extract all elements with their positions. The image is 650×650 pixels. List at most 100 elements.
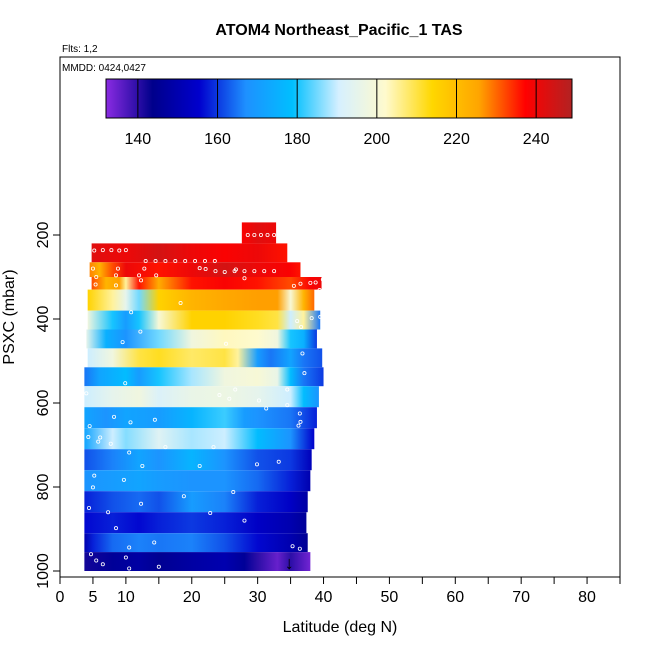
heatmap-band-7 <box>87 348 323 368</box>
data-point-20 <box>142 266 147 271</box>
heatmap-band-5 <box>87 310 321 330</box>
data-point-103 <box>156 564 161 569</box>
y-tick-label-200: 200 <box>35 222 52 249</box>
data-point-65 <box>297 411 302 416</box>
heatmap-band-1 <box>91 243 288 263</box>
data-point-81 <box>276 459 281 464</box>
data-point-78 <box>127 450 132 455</box>
heatmap-band-2 <box>89 262 301 277</box>
data-point-33 <box>93 282 98 287</box>
data-point-53 <box>224 341 229 346</box>
data-point-5 <box>143 259 148 264</box>
data-point-15 <box>258 232 263 237</box>
data-point-18 <box>90 266 95 271</box>
data-point-41 <box>308 280 313 285</box>
data-point-31 <box>114 273 119 278</box>
data-point-48 <box>309 316 314 321</box>
data-point-63 <box>285 403 290 408</box>
data-point-12 <box>212 259 217 264</box>
data-point-39 <box>291 283 296 288</box>
colorbar <box>105 78 573 119</box>
data-point-99 <box>94 558 99 563</box>
heatmap-bands <box>84 222 324 571</box>
data-point-92 <box>242 518 247 523</box>
heatmap-band-11 <box>84 428 315 450</box>
data-point-49 <box>178 301 183 306</box>
data-point-71 <box>296 423 301 428</box>
data-point-51 <box>138 329 143 334</box>
data-point-60 <box>233 387 238 392</box>
colorbar-tick-label-200: 200 <box>363 131 390 148</box>
data-point-11 <box>202 259 207 264</box>
data-point-46 <box>299 324 304 329</box>
data-point-83 <box>92 473 97 478</box>
data-point-54 <box>300 351 305 356</box>
data-point-58 <box>84 391 89 396</box>
x-axis-label: Latitude (deg N) <box>283 619 398 636</box>
data-point-73 <box>98 435 103 440</box>
x-tick-label-60: 60 <box>446 589 464 606</box>
data-point-80 <box>254 462 259 467</box>
data-point-97 <box>297 546 302 551</box>
marker-arrow: ↓ <box>285 553 294 573</box>
data-point-50 <box>129 310 134 315</box>
data-point-14 <box>252 232 257 237</box>
data-point-95 <box>127 545 132 550</box>
data-point-69 <box>152 417 157 422</box>
data-point-45 <box>295 319 300 324</box>
heatmap-band-8 <box>84 367 324 387</box>
y-tick-label-800: 800 <box>35 474 52 501</box>
data-point-102 <box>127 566 132 571</box>
data-point-93 <box>114 526 119 531</box>
colorbar-tick-label-140: 140 <box>125 131 152 148</box>
plot-frame <box>59 56 621 578</box>
heatmap-band-16 <box>84 533 308 553</box>
data-point-77 <box>211 445 216 450</box>
data-point-74 <box>96 439 101 444</box>
data-point-79 <box>140 463 145 468</box>
heatmap-band-6 <box>86 329 317 349</box>
data-point-66 <box>298 419 303 424</box>
heatmap-band-3 <box>91 277 322 290</box>
data-point-30 <box>94 274 99 279</box>
data-point-76 <box>163 445 168 450</box>
colorbar-tick-label-240: 240 <box>523 131 550 148</box>
data-point-68 <box>128 420 133 425</box>
data-point-3 <box>117 248 122 253</box>
data-point-36 <box>154 273 159 278</box>
data-point-43 <box>317 288 322 293</box>
x-tick-label-0: 0 <box>56 589 65 606</box>
data-point-38 <box>242 276 247 281</box>
data-point-47 <box>318 314 323 319</box>
data-point-90 <box>106 510 111 515</box>
data-point-56 <box>123 381 128 386</box>
heatmap-band-14 <box>84 491 308 513</box>
heatmap-band-13 <box>84 470 311 492</box>
x-tick-label-40: 40 <box>315 589 333 606</box>
data-point-98 <box>88 552 93 557</box>
data-point-2 <box>109 248 114 253</box>
x-tick-label-20: 20 <box>183 589 201 606</box>
heatmap-band-9 <box>84 386 319 408</box>
data-point-9 <box>183 259 188 264</box>
data-point-21 <box>197 266 202 271</box>
y-tick-label-1000: 1000 <box>35 553 52 589</box>
y-axis-label: PSXC (mbar) <box>1 269 18 364</box>
data-point-0 <box>92 248 97 253</box>
observation-points <box>84 232 325 571</box>
data-point-100 <box>100 562 105 567</box>
flights-annotation: Flts: 1,2 <box>62 44 98 55</box>
data-point-101 <box>123 555 128 560</box>
y-axis: 200 400 600 800 1000 <box>35 222 60 589</box>
data-point-24 <box>222 269 227 274</box>
data-point-17 <box>272 232 277 237</box>
x-axis: 0 5 10 20 30 40 50 60 70 80 <box>56 577 621 606</box>
data-point-89 <box>86 505 91 510</box>
colorbar-tick-label-160: 160 <box>204 131 231 148</box>
data-point-1 <box>100 248 105 253</box>
data-point-87 <box>231 490 236 495</box>
data-point-8 <box>173 259 178 264</box>
data-point-22 <box>203 267 208 272</box>
data-point-59 <box>217 393 222 398</box>
date-annotation: MMDD: 0424,0427 <box>62 63 146 74</box>
